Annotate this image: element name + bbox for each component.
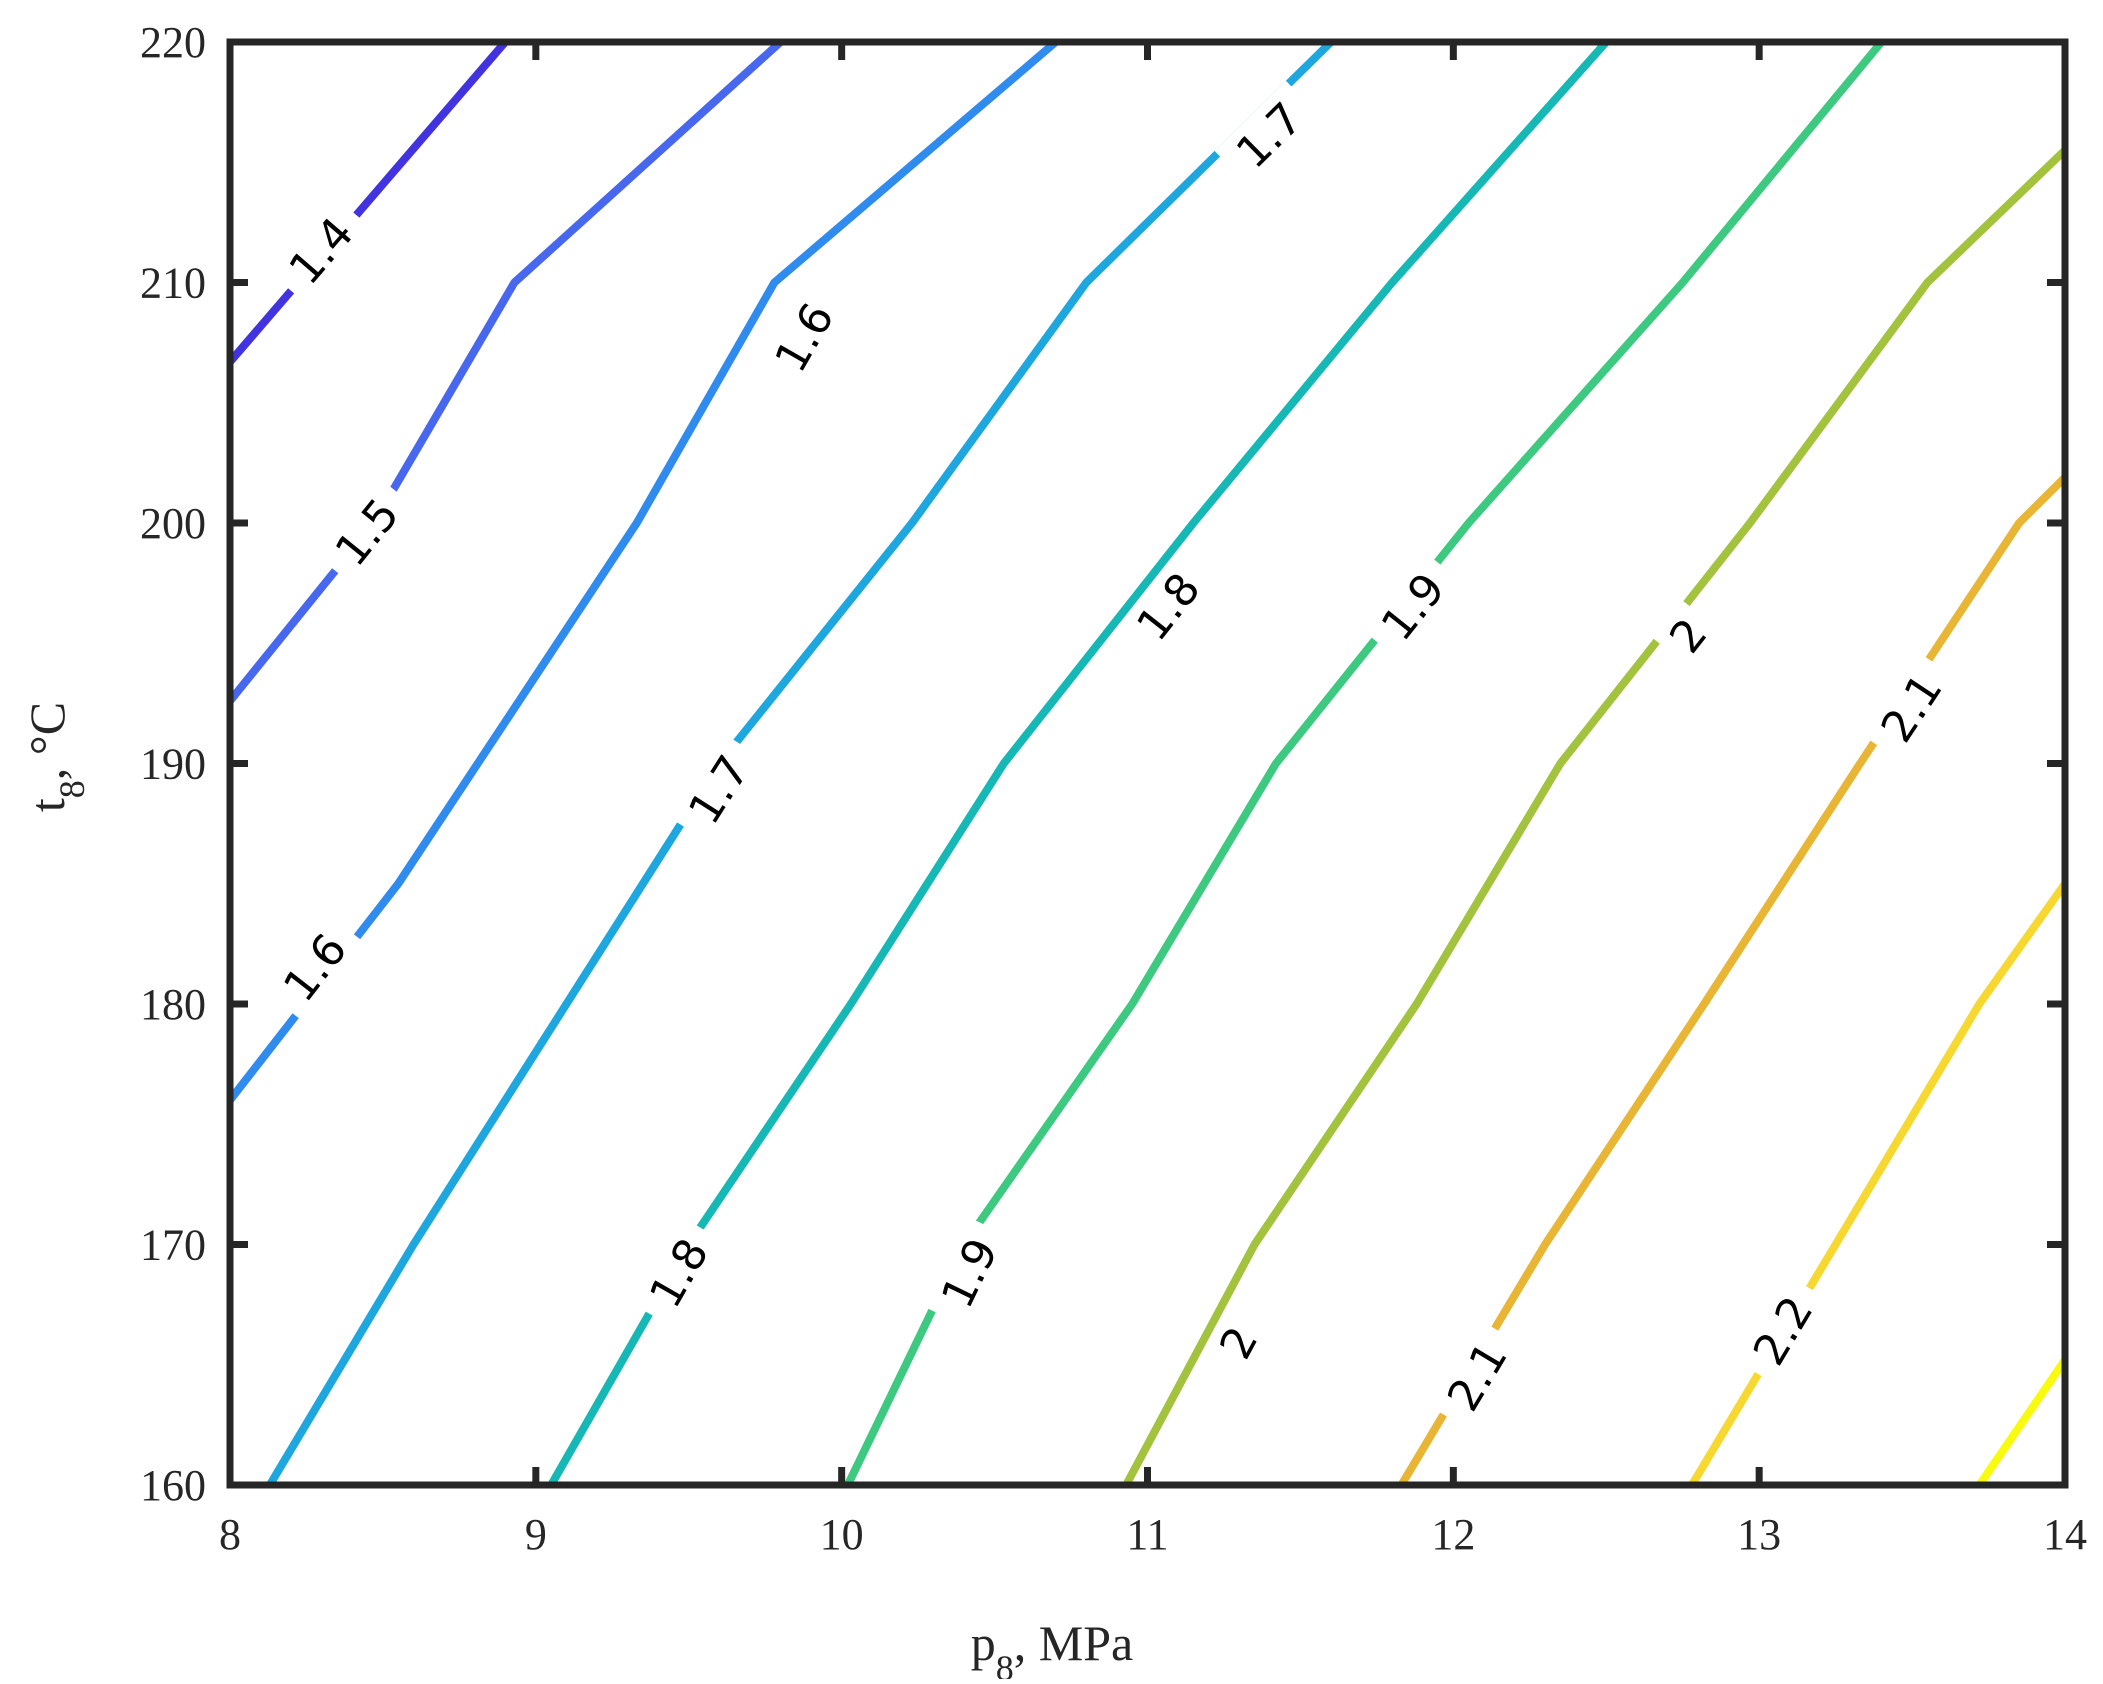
y-axis-label-rest: , °C [19, 702, 75, 780]
x-axis-label: p8, MPa [971, 1615, 1133, 1679]
contour-line-2.3 [1976, 1357, 2065, 1485]
y-tick-label: 200 [140, 499, 206, 548]
contour-line-1.5 [230, 42, 784, 704]
y-tick-label: 220 [140, 18, 206, 67]
y-tick-label: 170 [140, 1221, 206, 1270]
contour-label-gap [267, 195, 376, 308]
y-axis-label-sub: 8 [52, 780, 92, 798]
y-tick-label: 180 [140, 980, 206, 1029]
contour-line-2.1 [1397, 474, 2065, 1485]
x-tick-label: 12 [1431, 1510, 1475, 1559]
axes [226, 38, 2069, 1489]
contour-label-gap [262, 911, 369, 1025]
y-axis-label-main: t [19, 798, 75, 812]
x-axis-label-rest: , MPa [1014, 1615, 1133, 1671]
contour-label-gap [1733, 1273, 1834, 1389]
x-axis-label-sub: 8 [996, 1648, 1014, 1679]
contour-label-gap [1360, 550, 1467, 664]
x-tick-label: 11 [1126, 1510, 1168, 1559]
contour-label-gap [668, 732, 770, 848]
x-tick-label: 13 [1737, 1510, 1781, 1559]
contour-label-gap [755, 280, 855, 396]
contour-label-gap [923, 1216, 1018, 1331]
plot-frame [226, 38, 2069, 1489]
x-tick-label: 9 [525, 1510, 547, 1559]
contour-label-gap [1428, 1319, 1528, 1435]
y-tick-label: 190 [140, 740, 206, 789]
contour-label-gap [1214, 80, 1326, 191]
x-tick-label: 10 [820, 1510, 864, 1559]
contour-line-1.4 [230, 42, 509, 365]
contour-label-gap [630, 1216, 729, 1331]
contour-label-gap [1115, 550, 1222, 664]
contour-line-2 [1122, 147, 2065, 1485]
contour-label-gap [1651, 599, 1726, 673]
contour-label-gap [314, 476, 421, 590]
x-axis-label-main: p [971, 1615, 996, 1671]
contour-lines [230, 42, 2065, 1485]
x-tick-label: 8 [219, 1510, 241, 1559]
y-tick-label: 210 [140, 259, 206, 308]
y-tick-label: 160 [140, 1461, 206, 1510]
y-axis-label: t8, °C [19, 702, 92, 812]
contour-label-gap [1861, 651, 1964, 766]
contour-labels: 1.41.51.61.61.71.71.81.81.91.9222.12.12.… [262, 80, 1964, 1435]
contour-label-gap [1203, 1308, 1276, 1378]
tick-labels: 8 9 10 11 12 13 14 160 170 180 190 200 210 220 [140, 18, 2087, 1559]
contour-line-2.2 [1688, 881, 2065, 1485]
x-tick-label: 14 [2043, 1510, 2087, 1559]
